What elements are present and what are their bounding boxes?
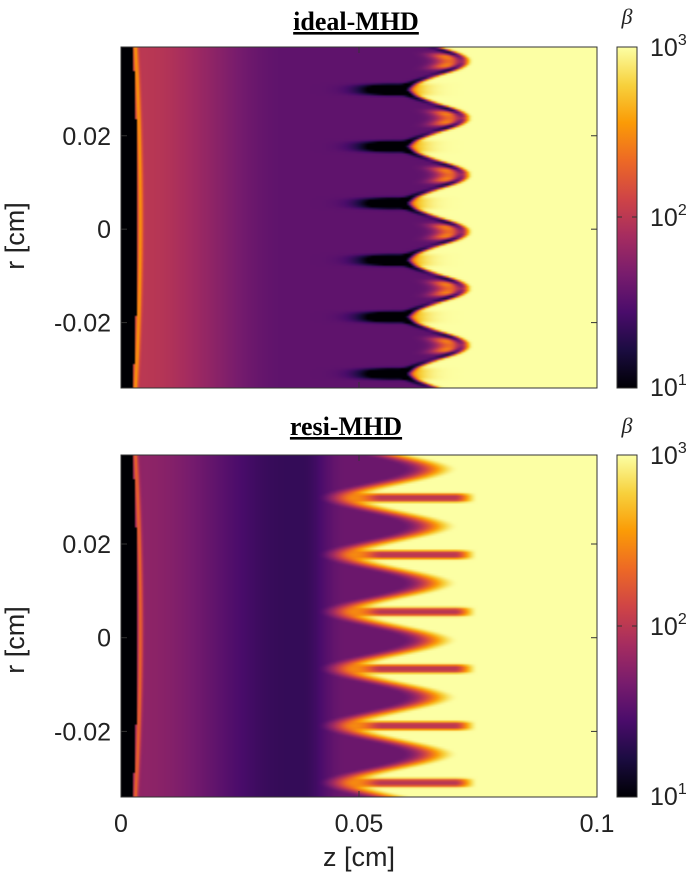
heatmap-ideal <box>121 47 597 388</box>
x-tick-label-0: 0 <box>114 810 128 838</box>
colorbar-label-resi: β <box>621 413 633 438</box>
x-tick-labels: 0 0.05 0.1 <box>114 810 614 838</box>
colorbar-ideal <box>617 47 637 388</box>
y-axis-label-resi: r [cm] <box>0 606 30 674</box>
y-ticks-ideal: -0.02 0 0.02 <box>54 123 597 338</box>
y-tick-label: 0 <box>97 625 111 653</box>
y-tick-label: -0.02 <box>54 310 111 338</box>
colorbar-label-ideal: β <box>621 4 633 29</box>
y-tick-label: 0 <box>97 216 111 244</box>
cb-tick-label-100: 102 <box>650 611 687 641</box>
cb-tick-label-1000: 103 <box>650 32 687 62</box>
y-tick-label: -0.02 <box>54 718 111 746</box>
cb-tick-label-10: 101 <box>650 781 687 811</box>
panel-resi-mhd: resi-MHD r [cm] z [cm] -0.02 0 0.02 0 0.05… <box>0 412 687 872</box>
heatmap-resi <box>121 455 597 797</box>
y-axis-label-ideal: r [cm] <box>0 202 30 270</box>
cb-tick-label-100: 102 <box>650 202 687 232</box>
colorbar-tick-labels-ideal: 103 102 101 <box>650 32 687 402</box>
y-tick-label: 0.02 <box>62 531 111 559</box>
x-ticks-resi <box>120 455 598 797</box>
cb-tick-label-1000: 103 <box>650 440 687 470</box>
colorbar-ticks-ideal <box>617 46 637 389</box>
colorbar-resi <box>617 455 637 797</box>
panel-title-ideal: ideal-MHD <box>293 7 419 36</box>
y-tick-label: 0.02 <box>62 123 111 151</box>
x-tick-label-0.05: 0.05 <box>335 810 384 838</box>
cb-tick-label-10: 101 <box>650 372 687 402</box>
panel-ideal-mhd: ideal-MHD r [cm] -0.02 0 0.02 β 103 102 10… <box>0 4 687 402</box>
colorbar-tick-labels-resi: 103 102 101 <box>650 440 687 811</box>
x-tick-label-0.1: 0.1 <box>580 810 615 838</box>
x-axis-label: z [cm] <box>323 842 395 872</box>
colorbar-ticks-resi <box>617 454 637 798</box>
y-ticks-resi: -0.02 0 0.02 <box>54 531 597 746</box>
panel-title-resi: resi-MHD <box>290 412 402 441</box>
x-ticks-ideal <box>120 47 598 388</box>
